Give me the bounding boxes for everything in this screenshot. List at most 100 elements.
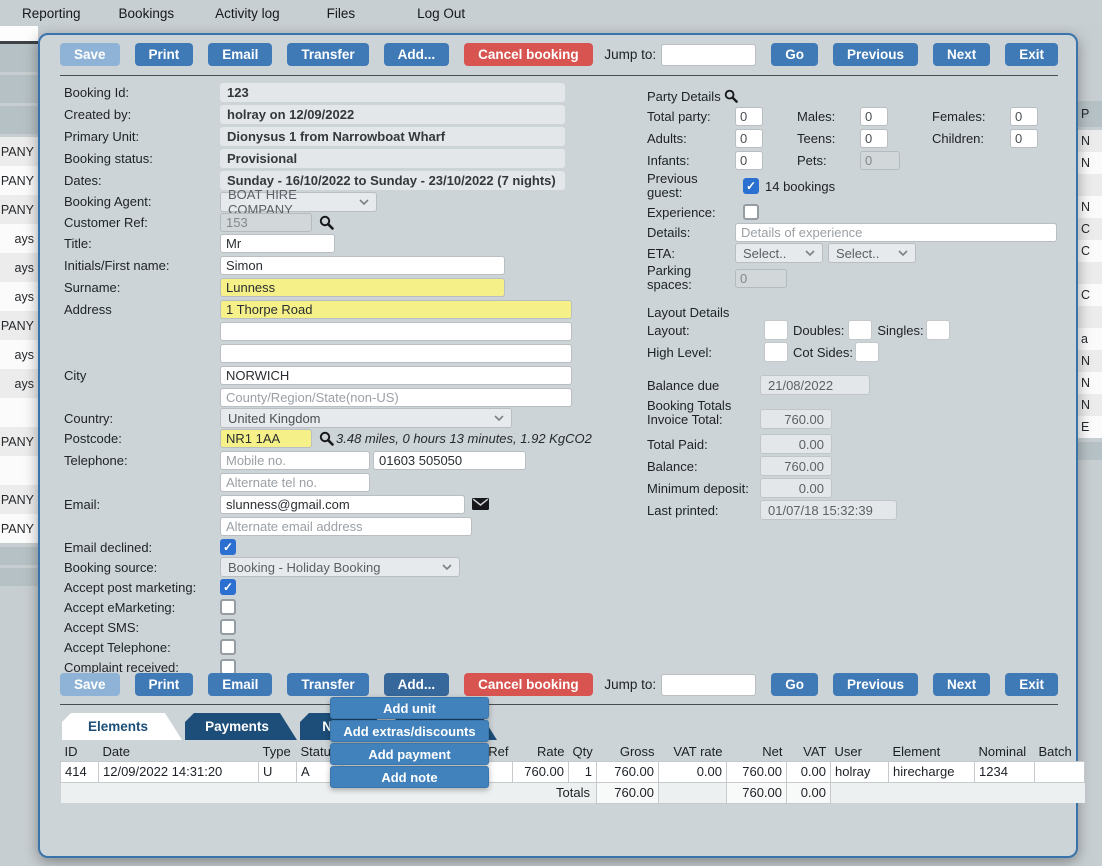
menu-item-add-unit[interactable]: Add unit bbox=[330, 697, 489, 719]
jump-to-input-bottom[interactable] bbox=[661, 673, 757, 696]
high-level-input[interactable] bbox=[764, 342, 788, 362]
menu-item-bookings[interactable]: Bookings bbox=[118, 5, 175, 21]
city-label: City bbox=[64, 367, 87, 383]
booking-agent-select[interactable]: BOAT HIRE COMPANY bbox=[220, 187, 377, 217]
eta-select-1[interactable]: Select.. bbox=[735, 243, 823, 263]
booking-totals-title: Booking Totals bbox=[647, 397, 732, 413]
chevron-down-icon bbox=[349, 198, 369, 205]
jump-to-input[interactable] bbox=[661, 43, 757, 66]
total-paid-label: Total Paid: bbox=[647, 436, 708, 452]
surname-label: Surname: bbox=[64, 279, 121, 295]
experience-details-input[interactable] bbox=[735, 222, 1057, 242]
exit-button[interactable]: Exit bbox=[1005, 43, 1058, 66]
county-input[interactable] bbox=[220, 387, 572, 407]
save-button-bottom[interactable]: Save bbox=[60, 673, 120, 696]
total-party-input[interactable] bbox=[735, 106, 763, 126]
booking-agent-label: Booking Agent: bbox=[64, 194, 152, 209]
previous-guest-checkbox[interactable] bbox=[743, 178, 759, 194]
surname-input[interactable] bbox=[220, 277, 505, 297]
print-button[interactable]: Print bbox=[134, 43, 194, 66]
party-details-title: Party Details bbox=[647, 88, 721, 104]
customer-search-icon[interactable] bbox=[319, 215, 334, 230]
teens-label: Teens: bbox=[797, 130, 836, 146]
alt-email-input[interactable] bbox=[220, 516, 472, 536]
last-printed-value: 01/07/18 15:32:39 bbox=[760, 500, 897, 520]
envelope-icon[interactable] bbox=[472, 498, 489, 510]
totals-gross: 760.00 bbox=[596, 781, 659, 804]
email-button[interactable]: Email bbox=[208, 43, 273, 66]
accept-emarketing-checkbox[interactable] bbox=[220, 599, 236, 615]
previous-button[interactable]: Previous bbox=[832, 43, 918, 66]
postcode-input[interactable] bbox=[220, 429, 312, 448]
menu-item-log-out[interactable]: Log Out bbox=[417, 5, 466, 21]
infants-input[interactable] bbox=[735, 150, 763, 170]
accept-post-checkbox[interactable] bbox=[220, 579, 236, 595]
first-name-label: Initials/First name: bbox=[64, 257, 170, 273]
telephone-input[interactable] bbox=[373, 450, 526, 470]
menu-item-reporting[interactable]: Reporting bbox=[22, 5, 81, 21]
first-name-input[interactable] bbox=[220, 255, 505, 275]
cancel-booking-button-bottom[interactable]: Cancel booking bbox=[464, 673, 593, 696]
address-line3-input[interactable] bbox=[220, 343, 572, 363]
divider bbox=[60, 75, 1058, 76]
address-line2-input[interactable] bbox=[220, 321, 572, 341]
address-line1-input[interactable] bbox=[220, 299, 572, 319]
add-button-bottom[interactable]: Add... bbox=[383, 673, 450, 696]
children-input[interactable] bbox=[1010, 128, 1038, 148]
title-input[interactable] bbox=[220, 233, 335, 253]
accept-sms-checkbox[interactable] bbox=[220, 619, 236, 635]
booking-id-label: Booking Id: bbox=[64, 84, 130, 100]
balance-due-label: Balance due bbox=[647, 377, 720, 393]
mobile-input[interactable] bbox=[220, 450, 370, 470]
alt-telephone-input[interactable] bbox=[220, 472, 370, 492]
dates-value: Sunday - 16/10/2022 to Sunday - 23/10/20… bbox=[220, 170, 565, 190]
cancel-booking-button[interactable]: Cancel booking bbox=[464, 43, 593, 66]
tab-elements[interactable]: Elements bbox=[62, 713, 182, 740]
exit-button-bottom[interactable]: Exit bbox=[1005, 673, 1058, 696]
layout-input[interactable] bbox=[764, 320, 788, 340]
party-search-icon[interactable] bbox=[724, 89, 738, 103]
menu-item-files[interactable]: Files bbox=[326, 5, 356, 21]
email-input[interactable] bbox=[220, 494, 465, 514]
eta-select-2[interactable]: Select.. bbox=[828, 243, 916, 263]
next-button-bottom[interactable]: Next bbox=[932, 673, 991, 696]
next-button[interactable]: Next bbox=[932, 43, 991, 66]
experience-checkbox[interactable] bbox=[743, 204, 759, 220]
go-button[interactable]: Go bbox=[771, 43, 818, 66]
males-input[interactable] bbox=[860, 106, 888, 126]
transfer-button[interactable]: Transfer bbox=[287, 43, 369, 66]
menu-item-add-payment[interactable]: Add payment bbox=[330, 743, 489, 765]
menu-item-add-note[interactable]: Add note bbox=[330, 766, 489, 788]
teens-input[interactable] bbox=[860, 128, 888, 148]
postcode-search-icon[interactable] bbox=[319, 431, 334, 446]
doubles-input[interactable] bbox=[848, 320, 873, 340]
country-select[interactable]: United Kingdom bbox=[220, 408, 512, 428]
accept-telephone-checkbox[interactable] bbox=[220, 639, 236, 655]
totals-net: 760.00 bbox=[726, 781, 787, 804]
add-button[interactable]: Add... bbox=[383, 43, 450, 66]
previous-button-bottom[interactable]: Previous bbox=[832, 673, 918, 696]
print-button-bottom[interactable]: Print bbox=[134, 673, 194, 696]
menu-item-add-extras-discounts[interactable]: Add extras/discounts bbox=[330, 720, 489, 742]
cot-sides-input[interactable] bbox=[854, 342, 879, 362]
tab-payments[interactable]: Payments bbox=[185, 713, 297, 740]
females-label: Females: bbox=[932, 108, 986, 124]
city-input[interactable] bbox=[220, 365, 572, 385]
email-label: Email: bbox=[64, 496, 101, 512]
email-declined-checkbox[interactable] bbox=[220, 539, 236, 555]
jump-to-label-bottom: Jump to: bbox=[604, 677, 657, 692]
booking-source-select[interactable]: Booking - Holiday Booking bbox=[220, 557, 460, 577]
adults-input[interactable] bbox=[735, 128, 763, 148]
singles-input[interactable] bbox=[925, 320, 950, 340]
females-input[interactable] bbox=[1010, 106, 1038, 126]
menu-item-activity-log[interactable]: Activity log bbox=[215, 5, 280, 21]
chevron-down-icon bbox=[432, 564, 452, 570]
balance-value: 760.00 bbox=[760, 456, 832, 476]
go-button-bottom[interactable]: Go bbox=[771, 673, 818, 696]
save-button[interactable]: Save bbox=[60, 43, 120, 66]
email-button-bottom[interactable]: Email bbox=[208, 673, 273, 696]
transfer-button-bottom[interactable]: Transfer bbox=[287, 673, 369, 696]
balance-due-value: 21/08/2022 bbox=[760, 375, 870, 395]
customer-ref-input[interactable] bbox=[220, 212, 312, 232]
